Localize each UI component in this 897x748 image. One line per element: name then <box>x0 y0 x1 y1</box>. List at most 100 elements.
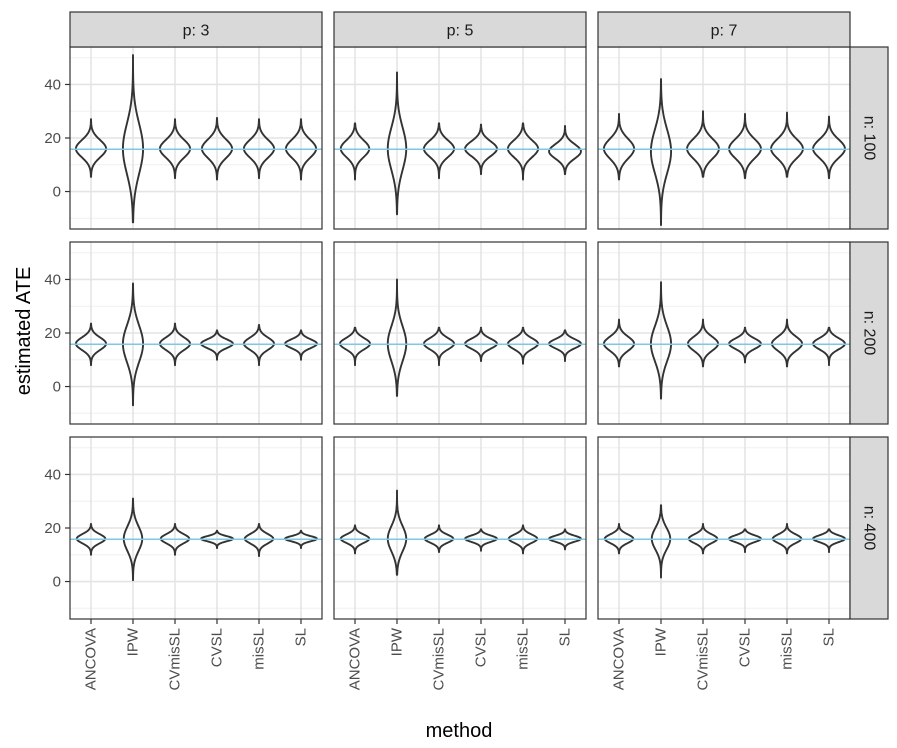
row-strip-label: n: 100 <box>861 116 878 161</box>
violin-ipw <box>650 504 672 579</box>
y-tick-label: 20 <box>44 520 61 537</box>
x-tick-label-missl: misSL <box>515 628 532 670</box>
violin-ipw <box>121 282 145 407</box>
panels-layer <box>69 46 851 620</box>
violin-missl <box>242 118 276 180</box>
x-axis-title: method <box>426 720 493 742</box>
x-tick-label-ipw: IPW <box>125 627 142 656</box>
x-tick-label-missl: misSL <box>779 628 796 670</box>
violin-cvsl <box>200 329 234 361</box>
strip-background <box>849 436 889 620</box>
violin-sl <box>284 118 318 181</box>
col-strip-1: p: 3 <box>69 11 323 48</box>
row-strip-2: n: 200 <box>849 241 889 425</box>
y-axis-title: estimated ATE <box>13 267 35 396</box>
panel-border <box>333 436 587 620</box>
panel-border <box>333 241 587 425</box>
violin-missl <box>770 111 804 178</box>
violin-cvmissl <box>159 523 191 556</box>
violin-cvmissl <box>423 524 455 554</box>
violin-ancova <box>74 118 108 178</box>
violin-sl <box>812 326 846 367</box>
violin-cvmissl <box>686 110 720 178</box>
y-tick-label: 0 <box>53 379 61 396</box>
violin-ipw <box>386 278 408 397</box>
violin-missl <box>507 524 539 555</box>
col-strip-2: p: 5 <box>333 11 587 48</box>
violin-cvmissl <box>422 326 456 367</box>
violin-cvsl <box>728 326 762 364</box>
violin-cvsl <box>728 528 762 554</box>
col-strip-label: p: 7 <box>711 23 738 40</box>
x-tick-label-ipw: IPW <box>653 627 670 656</box>
x-tick-label-sl: SL <box>821 628 838 646</box>
violin-cvsl <box>200 116 234 181</box>
violin-sl <box>548 329 582 363</box>
y-tick-label: 40 <box>44 76 61 93</box>
strip-background <box>333 11 587 48</box>
violin-sl <box>284 529 318 550</box>
row-strip-label: n: 200 <box>861 311 878 356</box>
violin-ipw <box>386 71 408 216</box>
violin-ancova <box>602 318 636 368</box>
violin-ancova <box>338 326 372 367</box>
x-tick-label-missl: misSL <box>251 628 268 670</box>
row-strip-3: n: 400 <box>849 436 889 620</box>
violin-cvsl <box>464 123 498 176</box>
violin-cvmissl <box>686 318 720 368</box>
panel-r0-c1 <box>333 46 587 230</box>
violin-ancova <box>339 122 371 181</box>
panel-r1-c0 <box>69 241 323 425</box>
strips-layer: p: 3 p: 5 p: 7 n: 100 n: 200 n: 400 <box>69 11 889 620</box>
violin-ipw <box>386 489 408 576</box>
panel-r1-c1 <box>333 241 587 425</box>
violin-cvmissl <box>687 523 719 555</box>
violin-ancova <box>602 112 636 181</box>
x-tick-label-cvmissl: CVmisSL <box>431 628 448 691</box>
violin-missl <box>243 523 275 558</box>
panel-r2-c1 <box>333 436 587 620</box>
violin-sl <box>812 115 846 180</box>
x-tick-label-cvsl: CVSL <box>737 628 754 667</box>
panel-r1-c2 <box>597 241 851 425</box>
panel-r0-c0 <box>69 46 323 230</box>
x-tick-label-cvmissl: CVmisSL <box>167 628 184 691</box>
x-tick-label-ancova: ANCOVA <box>83 628 100 690</box>
axes-layer: 0 20 40 0 20 40 0 20 40 ANCOVA IPW CVmisSL CVSL misSL… <box>44 76 837 690</box>
x-tick-label-ancova: ANCOVA <box>611 628 628 690</box>
panel-r2-c2 <box>597 436 851 620</box>
violin-cvsl <box>464 326 498 363</box>
strip-background <box>849 241 889 425</box>
row-strip-1: n: 100 <box>849 46 889 230</box>
violin-cvmissl <box>158 322 192 367</box>
violin-cvsl <box>728 112 762 180</box>
violin-ancova <box>339 524 371 555</box>
x-tick-label-cvsl: CVSL <box>473 628 490 667</box>
x-tick-label-cvsl: CVSL <box>209 628 226 667</box>
violin-ancova <box>74 322 108 367</box>
x-tick-label-ipw: IPW <box>389 627 406 656</box>
violin-ancova <box>75 523 107 556</box>
violin-missl <box>506 326 540 365</box>
strip-background <box>69 11 323 48</box>
violin-sl <box>548 528 582 551</box>
y-tick-label: 40 <box>44 466 61 483</box>
violin-sl <box>284 329 318 361</box>
violin-sl <box>548 125 582 176</box>
strip-background <box>597 11 851 48</box>
violin-sl <box>812 528 846 554</box>
violin-missl <box>506 122 540 181</box>
violin-missl <box>770 318 804 368</box>
violin-ipw <box>121 54 145 224</box>
panel-r0-c2 <box>597 46 851 230</box>
y-tick-label: 0 <box>53 184 61 201</box>
violin-ipw <box>649 78 673 226</box>
violin-cvmissl <box>422 122 456 180</box>
y-tick-label: 20 <box>44 130 61 147</box>
violin-cvmissl <box>158 118 192 180</box>
y-tick-label: 20 <box>44 325 61 342</box>
violin-cvsl <box>464 528 498 552</box>
panel-r2-c0 <box>69 436 323 620</box>
y-tick-label: 0 <box>53 574 61 591</box>
